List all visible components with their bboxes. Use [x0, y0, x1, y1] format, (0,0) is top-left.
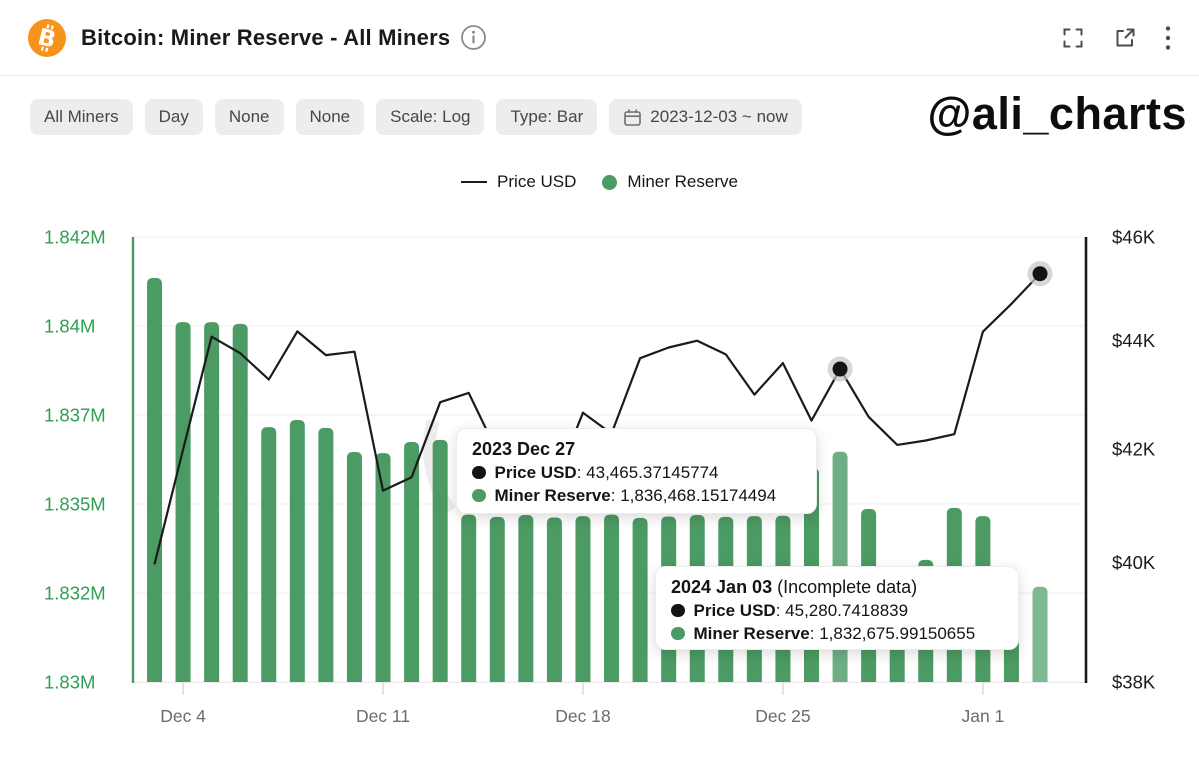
bar[interactable] [204, 322, 220, 682]
page-title: Bitcoin: Miner Reserve - All Miners [81, 24, 451, 50]
left-tick-label: 1.835M [44, 494, 106, 515]
tooltip-dec-27: 2023 Dec 27 Price USD: 43,465.37145774 M… [456, 428, 817, 514]
bitcoin-logo-icon: B [28, 18, 66, 57]
bar[interactable] [1032, 586, 1048, 682]
right-tick-label: $38K [1112, 672, 1156, 693]
filter-toolbar: All Miners Day None None Scale: Log Type… [30, 99, 802, 135]
miner-reserve-swatch [602, 174, 618, 190]
header: B Bitcoin: Miner Reserve - All Miners [0, 0, 1199, 76]
tooltip-row-price: Price USD: 43,465.37145774 [472, 461, 801, 484]
right-tick-label: $46K [1112, 227, 1156, 248]
price-dot-icon [472, 465, 486, 480]
bar[interactable] [346, 452, 362, 682]
header-actions [1061, 25, 1171, 51]
open-external-icon[interactable] [1113, 26, 1137, 50]
price-marker[interactable] [827, 356, 853, 382]
bar[interactable] [318, 427, 334, 682]
tooltip-jan-03: 2024 Jan 03 (Incomplete data) Price USD:… [655, 566, 1019, 650]
bar[interactable] [175, 322, 191, 682]
filter-interval-day[interactable]: Day [144, 99, 203, 135]
left-tick-label: 1.837M [44, 405, 106, 426]
bar[interactable] [147, 277, 162, 682]
bar[interactable] [575, 516, 591, 682]
bar[interactable] [518, 515, 534, 682]
bar[interactable] [604, 514, 620, 682]
reserve-dot-icon [671, 626, 685, 641]
bar[interactable] [461, 514, 477, 682]
kebab-menu-icon[interactable] [1165, 25, 1171, 51]
bar[interactable] [261, 427, 277, 682]
bar[interactable] [432, 439, 448, 682]
legend-label: Miner Reserve [627, 172, 738, 191]
calendar-icon [624, 109, 642, 126]
x-axis-labels: Dec 4 Dec 11 Dec 18 Dec 25 Jan 1 [160, 683, 1004, 726]
price-line-swatch [461, 181, 488, 183]
tooltip-row-price: Price USD: 45,280.7418839 [671, 599, 1003, 622]
info-icon[interactable] [460, 24, 487, 51]
reserve-dot-icon [472, 488, 486, 503]
author-watermark: @ali_charts [927, 88, 1187, 139]
date-range-picker[interactable]: 2023-12-03 ~ now [609, 99, 802, 135]
filter-all-miners[interactable]: All Miners [30, 99, 133, 135]
bar[interactable] [232, 323, 248, 682]
left-tick-label: 1.832M [44, 583, 106, 604]
bar[interactable] [375, 453, 391, 682]
bar[interactable] [632, 517, 648, 682]
x-tick-label: Dec 25 [755, 706, 810, 726]
x-tick-label: Dec 4 [160, 706, 206, 726]
price-line[interactable] [153, 272, 1041, 565]
filter-none-1[interactable]: None [214, 99, 284, 135]
bar[interactable] [489, 516, 505, 682]
tooltip-row-reserve: Miner Reserve: 1,836,468.15174494 [472, 484, 801, 507]
left-tick-label: 1.84M [44, 316, 95, 337]
legend-item-price-usd[interactable]: Price USD [461, 172, 576, 192]
fullscreen-icon[interactable] [1061, 26, 1085, 50]
x-tick-label: Dec 18 [555, 706, 610, 726]
filter-scale-log[interactable]: Scale: Log [376, 99, 485, 135]
date-range-label: 2023-12-03 ~ now [650, 107, 788, 126]
right-tick-label: $40K [1112, 552, 1156, 573]
x-tick-label: Dec 11 [356, 706, 410, 726]
legend-label: Price USD [497, 172, 577, 191]
bar[interactable] [404, 442, 420, 682]
left-tick-label: 1.83M [44, 672, 95, 693]
tooltip-title: 2023 Dec 27 [472, 439, 576, 459]
chart-legend: Price USD Miner Reserve [0, 172, 1199, 192]
tooltip-row-reserve: Miner Reserve: 1,832,675.99150655 [671, 622, 1003, 645]
x-tick-label: Jan 1 [961, 706, 1004, 726]
right-tick-label: $42K [1112, 438, 1156, 459]
price-marker[interactable] [1027, 261, 1053, 287]
left-tick-label: 1.842M [44, 227, 106, 248]
filter-none-2[interactable]: None [295, 99, 365, 135]
left-axis-labels: 1.842M 1.84M 1.837M 1.835M 1.832M 1.83M [44, 227, 106, 693]
right-axis-labels: $46K $44K $42K $40K $38K [1112, 227, 1156, 693]
bar[interactable] [546, 517, 562, 682]
price-dot-icon [671, 603, 685, 618]
right-tick-label: $44K [1112, 330, 1156, 351]
legend-item-miner-reserve[interactable]: Miner Reserve [602, 172, 738, 192]
filter-type-bar[interactable]: Type: Bar [496, 99, 598, 135]
svg-text:B: B [35, 24, 58, 53]
bar[interactable] [289, 419, 305, 682]
tooltip-title: 2024 Jan 03 (Incomplete data) [671, 577, 918, 597]
